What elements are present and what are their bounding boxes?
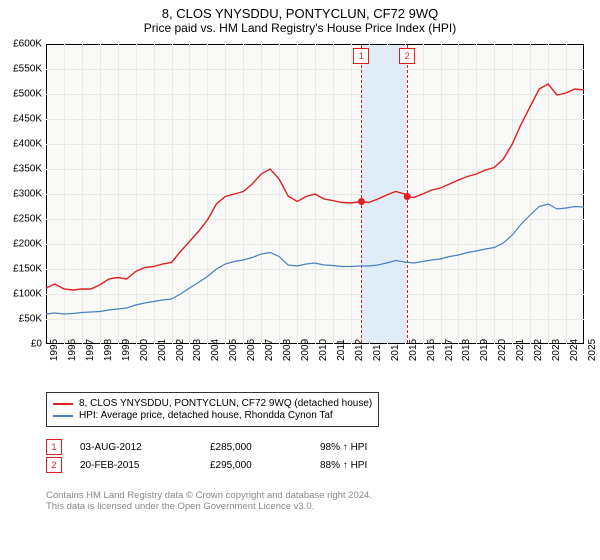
series-red [46,84,584,290]
series-blue [46,204,584,314]
sale-dot [358,198,365,205]
chart-container: 8, CLOS YNYSDDU, PONTYCLUN, CF72 9WQ Pri… [0,0,600,560]
sale-dot [404,193,411,200]
chart-svg [0,0,600,560]
